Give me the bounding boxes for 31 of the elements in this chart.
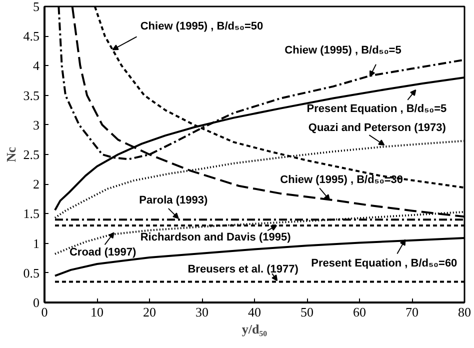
annotation: Quazi and Peterson (1973): [308, 122, 446, 134]
x-tick-label: 60: [353, 304, 366, 320]
x-tick-label: 80: [458, 304, 471, 320]
annotation: Parola (1993): [139, 194, 208, 206]
y-tick-label: 4.5: [23, 28, 40, 44]
annotation: Richardson and Davis (1995): [140, 232, 292, 244]
y-tick-label: 2.5: [23, 147, 40, 162]
annotation: Chiew (1995) , B/d₅₀=30: [280, 174, 403, 186]
y-tick-label: 3: [33, 117, 40, 132]
y-tick-label: 1: [33, 236, 40, 251]
x-tick-label: 30: [196, 304, 208, 320]
annotation: Chiew (1995) , B/d₅₀=5: [284, 44, 402, 56]
annotation: Chiew (1995) , B/d₅₀=50: [140, 20, 264, 33]
x-axis-title: y/d₅₀: [242, 322, 268, 336]
annotation: Present Equation , B/d₅₀=60: [311, 258, 458, 270]
x-tick-label: 40: [248, 304, 261, 320]
y-tick-label: 5: [33, 0, 40, 14]
annotation: Croad (1997): [69, 246, 136, 259]
y-tick-label: 4: [33, 58, 40, 74]
y-tick-label: 0: [33, 295, 40, 310]
y-axis-title: Nc: [3, 146, 18, 162]
y-tick-label: 0.5: [23, 265, 40, 280]
y-tick-label: 1.5: [23, 206, 40, 222]
y-tick-label: 2: [33, 176, 40, 192]
annotation: Breusers et al. (1977): [188, 264, 299, 276]
y-tick-label: 3.5: [23, 88, 40, 103]
x-tick-label: 20: [143, 304, 156, 320]
x-tick-label: 50: [300, 304, 314, 320]
annotation: Present Equation , B/d₅₀=5: [306, 102, 447, 115]
x-tick-label: 10: [90, 304, 104, 320]
x-tick-label: 70: [406, 304, 418, 320]
